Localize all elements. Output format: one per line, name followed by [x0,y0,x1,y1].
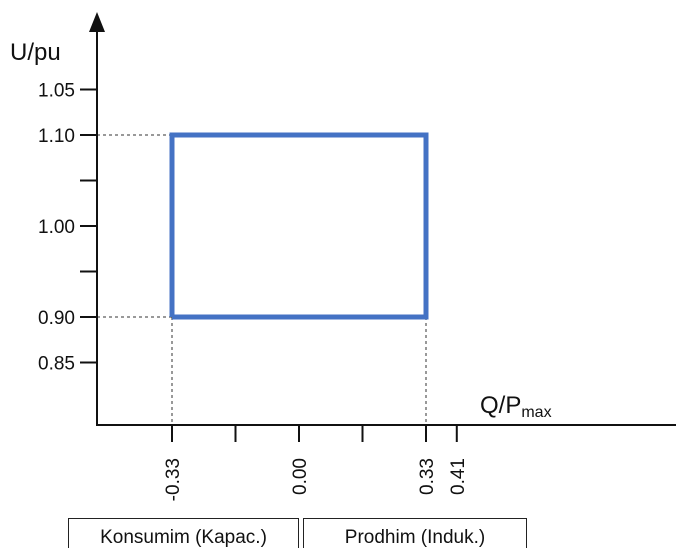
operating-region-0 [169,132,429,320]
y-tick-label-1: 1.10 [38,126,75,147]
x-tick-label-5: 0.41 [448,458,469,495]
y-tick-label-5: 0.90 [38,308,75,329]
x-tick-label-0: -0.33 [163,458,184,501]
y-tick-label-6: 0.85 [38,354,75,375]
x-tick-label-2: 0.00 [290,458,311,495]
y-tick-label-3: 1.00 [38,217,75,238]
consumption-capacitive-label: Konsumim (Kapac.) [68,518,299,548]
production-inductive-label: Prodhim (Induk.) [303,518,527,548]
y-tick-label-0: 1.05 [38,81,75,102]
x-tick-label-4: 0.33 [417,458,438,495]
x-axis-label: Q/Pmax [480,392,552,421]
y-axis-label: U/pu [10,39,61,66]
y-axis-arrow-icon [89,12,105,32]
